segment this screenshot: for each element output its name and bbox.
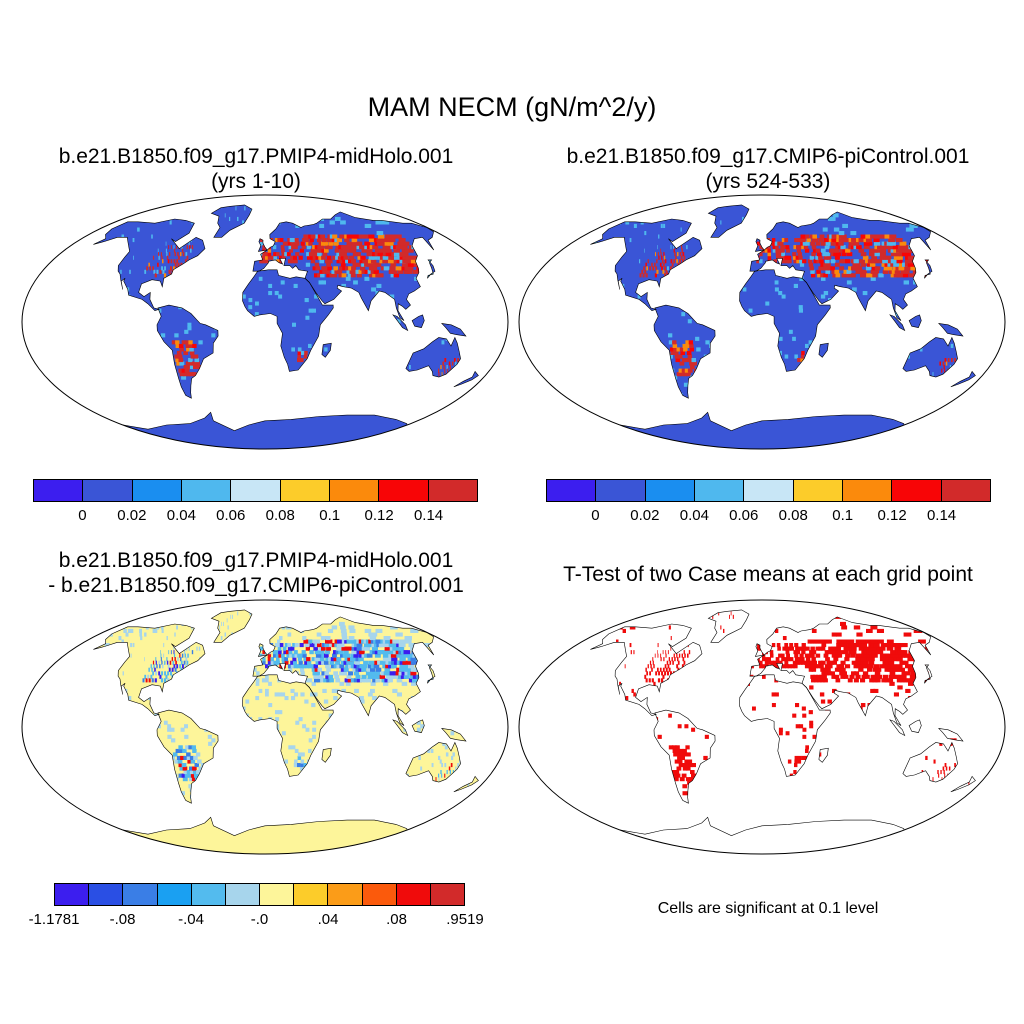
map-border (21, 194, 509, 450)
colorbar-tick-label: 0.12 (877, 507, 907, 524)
colorbar-swatch (892, 480, 942, 501)
panel-title-line2: (yrs 524-533) (705, 170, 831, 193)
land-borneo (909, 314, 922, 328)
colorbar-swatch (132, 480, 182, 501)
colorbar-swatch (547, 480, 597, 501)
colorbar-tick-label: 0.14 (926, 507, 957, 524)
colorbar-tick-label: 0.1 (832, 507, 854, 524)
land-madagascar (818, 343, 829, 358)
colorbar-swatch (294, 884, 329, 905)
map-difference (21, 599, 509, 855)
land-antarctica (611, 412, 905, 449)
colorbar-difference (54, 883, 465, 906)
panel-title-bottom-left: b.e21.B1850.f09_g17.PMIP4-midHolo.001 - … (0, 548, 512, 598)
colorbar-tick-label: -.04 (178, 911, 204, 928)
colorbar-swatch (744, 480, 794, 501)
colorbar-swatch (181, 480, 232, 501)
land-antarctica (114, 817, 408, 854)
colorbar-swatch (430, 884, 465, 905)
colorbar-swatch (428, 480, 477, 501)
map-border (21, 599, 509, 855)
land-greenland (211, 609, 252, 643)
panel-title-line2: (yrs 1-10) (211, 170, 301, 193)
colorbar-tick-label: 0.06 (729, 507, 759, 524)
colorbar-swatch (793, 480, 843, 501)
colorbar-swatch (225, 884, 261, 905)
colorbar-swatch (329, 480, 380, 501)
colorbar-ticks-difference: -1.1781 -.08 -.04 -.0 .04 .08 .9519 (29, 911, 484, 931)
colorbar-swatch (55, 884, 90, 905)
panel-title-line1: b.e21.B1850.f09_g17.CMIP6-piControl.001 (566, 145, 970, 168)
land-new-guinea (441, 323, 466, 337)
colorbar-swatch (83, 480, 133, 501)
colorbar-midholo (33, 479, 478, 502)
panel-title-bottom-right: T-Test of two Case means at each grid po… (512, 562, 1024, 587)
colorbar-tick-label: 0.06 (216, 507, 246, 524)
colorbar-swatch (645, 480, 695, 501)
colorbar-tick-label: -.0 (250, 911, 269, 928)
panel-title-line1: b.e21.B1850.f09_g17.PMIP4-midHolo.001 (58, 145, 454, 168)
land-sumatra (890, 314, 905, 331)
land-greenland (211, 204, 252, 238)
colorbar-tick-label: .04 (317, 911, 339, 928)
colorbar-swatch (34, 480, 84, 501)
panel-title-top-right: b.e21.B1850.f09_g17.CMIP6-piControl.001 … (512, 144, 1024, 194)
map-ttest-significance (518, 599, 1006, 855)
significance-note: Cells are significant at 0.1 level (657, 900, 879, 917)
colorbar-tick-label: 0.1 (319, 507, 341, 524)
land-borneo (412, 314, 425, 328)
land-madagascar (321, 748, 332, 763)
panel-title-line2: - b.e21.B1850.f09_g17.CMIP6-piControl.00… (48, 574, 464, 597)
land-new-guinea (938, 323, 963, 337)
colorbar-swatch (280, 480, 330, 501)
map-midholo (21, 194, 509, 450)
colorbar-swatch (157, 884, 192, 905)
colorbar-swatch (328, 884, 363, 905)
colorbar-tick-label: 0 (78, 507, 87, 524)
map-border (518, 194, 1006, 450)
colorbar-tick-label: -.08 (109, 911, 136, 928)
colorbar-swatch (260, 884, 295, 905)
colorbar-tick-label: 0.12 (364, 507, 394, 524)
main-title: MAM NECM (gN/m^2/y) (367, 92, 657, 122)
colorbar-swatch (231, 480, 281, 501)
panel-title-line1: b.e21.B1850.f09_g17.PMIP4-midHolo.001 (58, 549, 454, 572)
colorbar-tick-label: 0.08 (778, 507, 808, 524)
map-picontrol (518, 194, 1006, 450)
colorbar-swatch (379, 480, 429, 501)
colorbar-swatch (941, 480, 990, 501)
panel-title-line1: T-Test of two Case means at each grid po… (563, 563, 973, 586)
map-border (518, 599, 1006, 855)
colorbar-tick-label: 0.02 (630, 507, 660, 524)
colorbar-tick-label: .9519 (446, 911, 484, 928)
colorbar-picontrol (546, 479, 991, 502)
colorbar-tick-label: 0.04 (166, 507, 196, 524)
colorbar-swatch (694, 480, 745, 501)
colorbar-swatch (191, 884, 226, 905)
colorbar-tick-label: -1.1781 (28, 911, 80, 928)
colorbar-ticks-midholo: 0 0.02 0.04 0.06 0.08 0.1 0.12 0.14 (33, 507, 478, 527)
colorbar-tick-label: 0.08 (265, 507, 295, 524)
land-borneo (412, 719, 425, 733)
panel-title-top-left: b.e21.B1850.f09_g17.PMIP4-midHolo.001 (y… (0, 144, 512, 194)
colorbar-ticks-picontrol: 0 0.02 0.04 0.06 0.08 0.1 0.12 0.14 (546, 507, 991, 527)
colorbar-tick-label: .08 (386, 911, 407, 928)
colorbar-swatch (842, 480, 893, 501)
colorbar-swatch (396, 884, 431, 905)
colorbar-tick-label: 0.02 (117, 507, 147, 524)
colorbar-swatch (362, 884, 397, 905)
colorbar-swatch (89, 884, 124, 905)
colorbar-swatch (596, 480, 646, 501)
land-greenland (708, 204, 749, 238)
land-antarctica (114, 412, 408, 449)
colorbar-swatch (123, 884, 158, 905)
colorbar-tick-label: 0.14 (413, 507, 444, 524)
colorbar-tick-label: 0.04 (679, 507, 709, 524)
colorbar-tick-label: 0 (591, 507, 600, 524)
